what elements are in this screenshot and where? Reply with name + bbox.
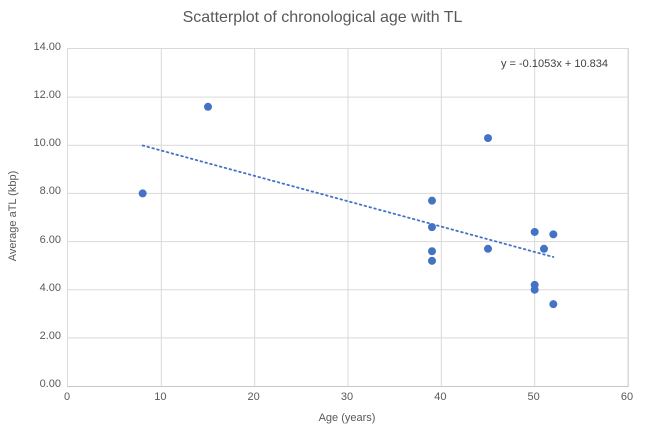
trendline [141,144,555,258]
x-tick-label: 10 [154,391,167,403]
x-tick-label: 50 [527,391,540,403]
data-point [540,244,548,253]
y-tick-label: 12.00 [33,89,61,102]
data-point [428,256,436,265]
y-tick-label: 4.00 [39,281,61,294]
data-point [428,223,436,232]
data-point [484,134,492,143]
y-tick-label: 8.00 [39,185,61,198]
y-tick-label: 6.00 [39,233,61,246]
x-tick-label: 20 [247,391,260,403]
y-tick-label: 2.00 [39,329,61,342]
data-point [549,300,558,309]
y-tick-label: 10.00 [33,137,61,150]
trendline-equation-label: y = -0.1053x + 10.834 [500,58,608,70]
x-tick-label: 30 [340,391,354,403]
x-tick-label: 40 [434,391,447,403]
chart-title: Scatterplot of chronological age with TL [182,9,463,26]
plot-area [67,48,629,387]
x-axis-title: Age (years) [318,412,376,424]
data-point [484,244,492,253]
data-point [138,189,147,198]
x-tick-label: 0 [63,391,71,403]
y-axis-title: Average aTL (kbp) [7,170,19,262]
data-point [549,230,558,239]
data-point [530,227,539,236]
data-point [530,285,539,294]
y-tick-label: 0.00 [39,378,61,390]
data-point [204,102,212,111]
data-point [428,196,436,205]
y-tick-label: 14.00 [33,41,61,53]
x-tick-label: 60 [620,391,634,403]
data-point [428,247,436,256]
plot-canvas [68,49,628,386]
